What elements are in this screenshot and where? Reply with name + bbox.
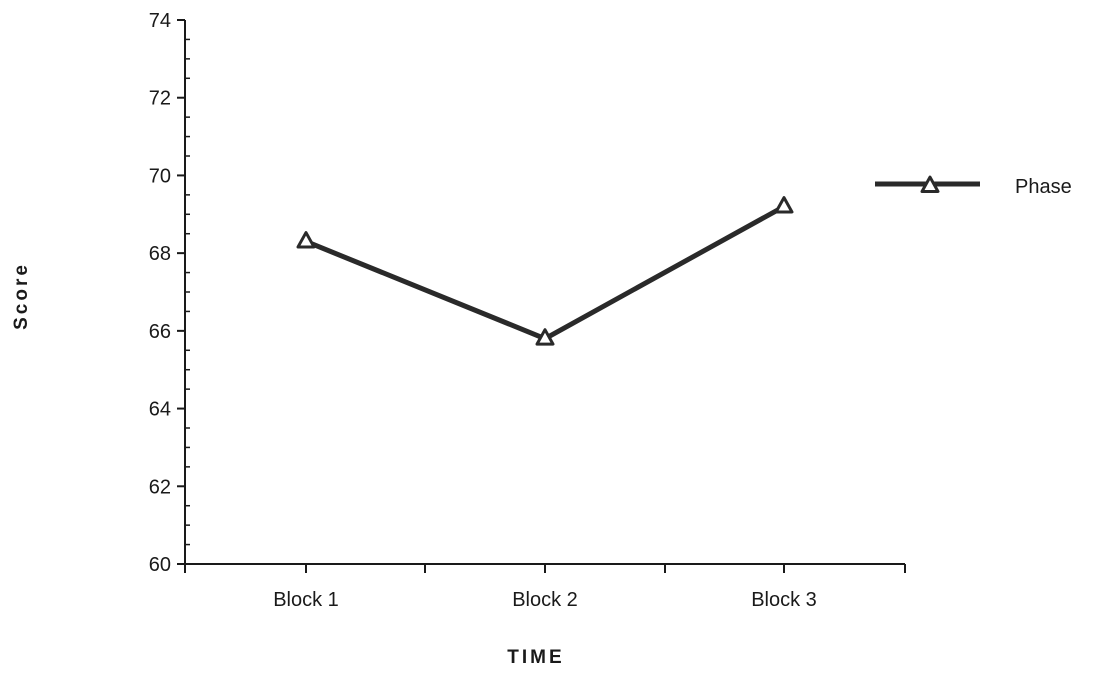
series-group <box>296 196 794 346</box>
data-point-triangle <box>296 231 316 249</box>
data-point-triangle <box>774 196 794 214</box>
series-line-phase <box>305 204 786 342</box>
y-tick-label: 62 <box>149 476 171 498</box>
y-tick-label: 74 <box>149 10 171 32</box>
x-tick-label: Block 3 <box>751 589 817 611</box>
y-tick-label: 68 <box>149 243 171 265</box>
y-tick-label: 66 <box>149 321 171 343</box>
y-tick-label: 70 <box>149 165 171 187</box>
legend-triangle-marker <box>920 175 940 193</box>
legend-label-phase: Phase <box>1015 176 1072 198</box>
x-tick-label: Block 1 <box>273 589 339 611</box>
data-point-triangle <box>535 328 555 346</box>
y-tick-label: 72 <box>149 88 171 110</box>
y-tick-label: 64 <box>149 399 171 421</box>
y-ticks: 60 62 64 66 68 70 72 74 <box>149 10 185 576</box>
x-tick-label: Block 2 <box>512 589 578 611</box>
x-ticks: Block 1 Block 2 Block 3 <box>184 564 906 611</box>
x-axis-title: TIME <box>507 647 564 668</box>
y-tick-label: 60 <box>149 554 171 576</box>
legend: Phase <box>875 175 1072 198</box>
y-axis-title: Score <box>11 262 32 330</box>
